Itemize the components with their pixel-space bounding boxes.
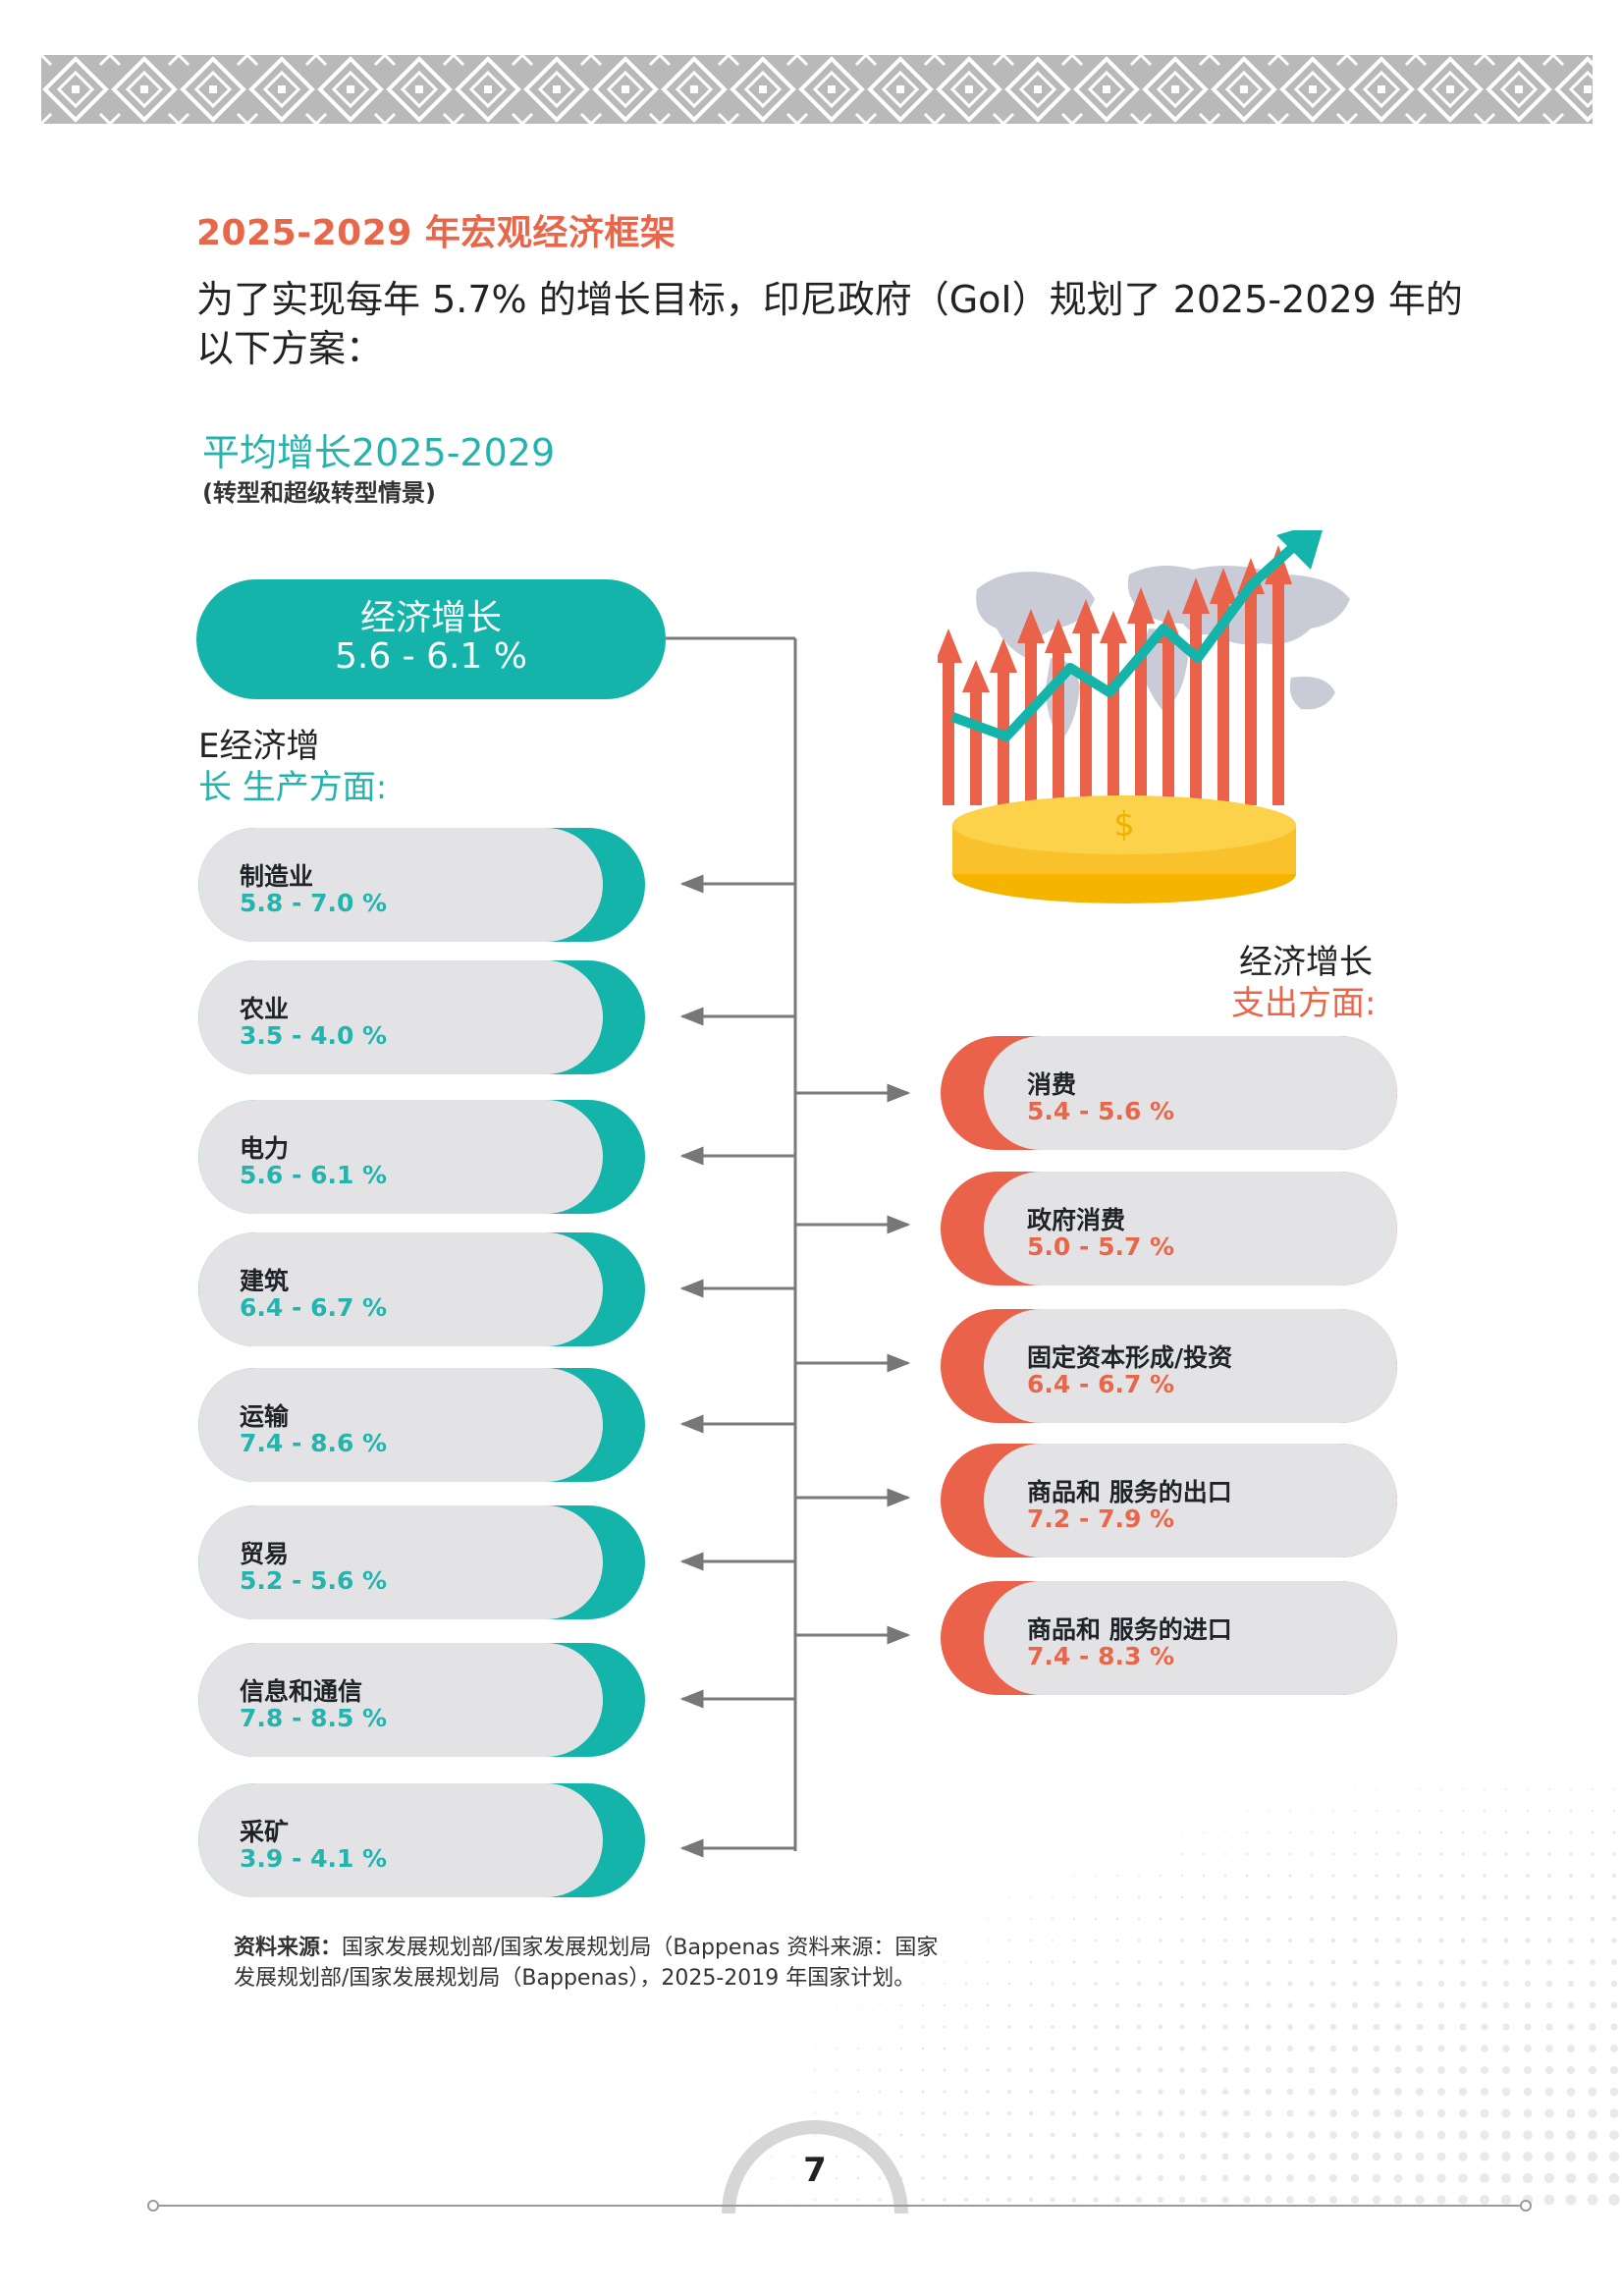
- production-item-value: 7.8 - 8.5 %: [240, 1704, 388, 1732]
- production-item-value: 5.2 - 5.6 %: [240, 1566, 388, 1595]
- production-item: 建筑 6.4 - 6.7 %: [198, 1232, 645, 1346]
- expenditure-item: 商品和 服务的进口 7.4 - 8.3 %: [941, 1581, 1397, 1695]
- production-item-value: 7.4 - 8.6 %: [240, 1429, 388, 1457]
- expenditure-item-value: 7.4 - 8.3 %: [1027, 1642, 1175, 1670]
- economic-growth-pill: 经济增长 5.6 - 6.1 %: [196, 579, 666, 699]
- expenditure-item-value: 5.0 - 5.7 %: [1027, 1232, 1175, 1261]
- production-item: 贸易 5.2 - 5.6 %: [198, 1505, 645, 1619]
- production-item: 运输 7.4 - 8.6 %: [198, 1368, 645, 1482]
- production-item-name: 制造业: [240, 862, 314, 891]
- expenditure-heading-line1: 经济增长: [1239, 943, 1373, 982]
- production-heading-line2: 长 生产方面:: [198, 768, 388, 807]
- production-item-name: 运输: [240, 1402, 290, 1431]
- production-item: 农业 3.5 - 4.0 %: [198, 960, 645, 1074]
- coin-stack-icon: $: [952, 795, 1296, 903]
- section-title: 2025-2029 年宏观经济框架: [196, 213, 676, 253]
- source-note: 资料来源：国家发展规划部/国家发展规划局（Bappenas 资料来源：国家发展规…: [234, 1933, 941, 1994]
- production-item: 制造业 5.8 - 7.0 %: [198, 828, 645, 942]
- page-number-arc: [722, 2120, 908, 2214]
- expenditure-item: 固定资本形成/投资 6.4 - 6.7 %: [941, 1309, 1397, 1423]
- production-item-value: 5.8 - 7.0 %: [240, 889, 388, 917]
- production-item-value: 3.5 - 4.0 %: [240, 1021, 388, 1050]
- expenditure-item-name: 政府消费: [1027, 1206, 1126, 1234]
- expenditure-item-value: 5.4 - 5.6 %: [1027, 1097, 1175, 1125]
- production-item-value: 5.6 - 6.1 %: [240, 1161, 388, 1189]
- dot-texture-background: [728, 1767, 1620, 2206]
- expenditure-item-value: 7.2 - 7.9 %: [1027, 1504, 1175, 1533]
- chart-subtitle: (转型和超级转型情景): [202, 479, 436, 507]
- source-label: 资料来源：: [234, 1936, 343, 1960]
- production-item: 信息和通信 7.8 - 8.5 %: [198, 1643, 645, 1757]
- expenditure-item: 商品和 服务的出口 7.2 - 7.9 %: [941, 1444, 1397, 1558]
- production-item-name: 电力: [240, 1134, 290, 1163]
- production-item: 电力 5.6 - 6.1 %: [198, 1100, 645, 1214]
- expenditure-item-name: 消费: [1027, 1070, 1077, 1099]
- production-item-name: 农业: [240, 995, 290, 1023]
- chart-title: 平均增长2025-2029: [202, 431, 556, 474]
- growth-illustration: $: [938, 530, 1350, 903]
- decorative-pattern-band: [41, 55, 1593, 124]
- production-item-name: 信息和通信: [240, 1677, 363, 1706]
- expenditure-heading-line2: 支出方面:: [1231, 984, 1377, 1023]
- economic-growth-value: 5.6 - 6.1 %: [334, 636, 528, 677]
- source-text: 国家发展规划部/国家发展规划局（Bappenas 资料来源：国家发展规划部/国家…: [234, 1936, 939, 1991]
- expenditure-item: 政府消费 5.0 - 5.7 %: [941, 1172, 1397, 1285]
- expenditure-item-name: 固定资本形成/投资: [1027, 1343, 1233, 1372]
- economic-growth-label: 经济增长: [359, 598, 502, 638]
- trend-arrow-head: [1276, 530, 1323, 570]
- intro-paragraph: 为了实现每年 5.7% 的增长目标，印尼政府（GoI）规划了 2025-2029…: [196, 278, 1463, 370]
- page-number: 7: [803, 2151, 827, 2190]
- expenditure-item-name: 商品和 服务的进口: [1027, 1615, 1232, 1644]
- production-item-name: 采矿: [240, 1818, 290, 1846]
- expenditure-item: 消费 5.4 - 5.6 %: [941, 1036, 1397, 1150]
- production-item-value: 6.4 - 6.7 %: [240, 1293, 388, 1322]
- production-heading-line1: E经济增: [198, 727, 320, 766]
- footer-line: [147, 2200, 1532, 2212]
- expenditure-item-name: 商品和 服务的出口: [1027, 1478, 1232, 1506]
- production-item-name: 建筑: [240, 1267, 290, 1295]
- production-item-name: 贸易: [240, 1540, 290, 1568]
- svg-text:$: $: [1113, 805, 1135, 845]
- expenditure-item-value: 6.4 - 6.7 %: [1027, 1370, 1175, 1398]
- production-item-value: 3.9 - 4.1 %: [240, 1844, 388, 1873]
- trend-line: [950, 536, 1305, 741]
- production-item: 采矿 3.9 - 4.1 %: [198, 1783, 645, 1897]
